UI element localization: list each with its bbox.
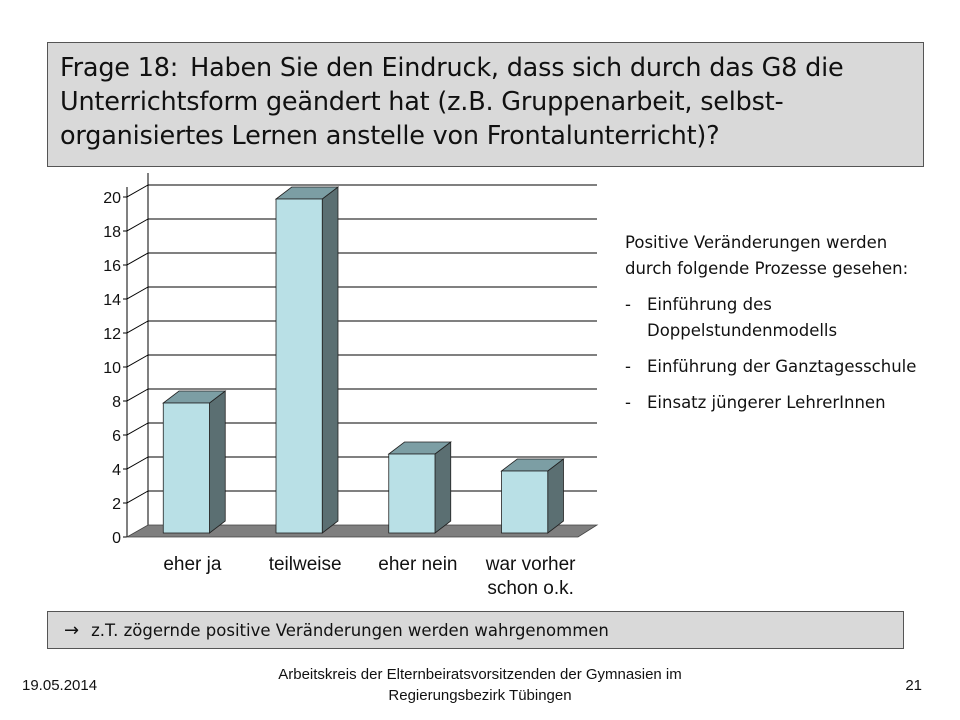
y-tick-label: 0 (112, 530, 121, 547)
grid-line (126, 422, 149, 436)
bullet-dash: - (625, 295, 631, 314)
bullet-dash: - (625, 357, 631, 376)
right-arrow-icon: → (64, 619, 80, 641)
grid-line (126, 490, 149, 504)
bar (388, 453, 436, 534)
footer-organization-line: Regierungsbezirk Tübingen (388, 687, 572, 704)
x-category-label: war vorher (485, 554, 576, 575)
footer-organization: Arbeitskreis der Elternbeiratsvorsitzend… (230, 664, 730, 706)
bar-side (321, 186, 339, 534)
bar-side (547, 458, 564, 534)
y-tick-label: 12 (103, 326, 121, 343)
chart-floor (125, 524, 599, 538)
y-tick-label: 6 (112, 428, 121, 445)
conclusion-box: → z.T. zögernde positive Veränderungen w… (47, 611, 904, 649)
y-tick-label: 10 (103, 360, 121, 377)
bar-side (434, 441, 452, 534)
side-bullet-item: - Einsatz jüngerer LehrerInnen (625, 390, 925, 416)
side-bullet-text: Einsatz jüngerer LehrerInnen (647, 393, 886, 412)
x-category-label: eher nein (378, 554, 457, 575)
side-bullet-item: - Einführung des Doppelstundenmodells (625, 292, 925, 344)
grid-line (126, 354, 149, 368)
footer-organization-line: Arbeitskreis der Elternbeiratsvorsitzend… (278, 666, 682, 683)
grid-line (126, 456, 149, 470)
question-text: Haben Sie den Eindruck, dass sich durch … (60, 53, 844, 151)
page-number: 21 (905, 677, 922, 694)
x-category-label: eher ja (163, 554, 222, 575)
bar (162, 402, 210, 534)
y-tick-label: 16 (103, 258, 121, 275)
question-title: Frage 18: Haben Sie den Eindruck, dass si… (60, 51, 911, 153)
y-tick-label: 20 (103, 190, 121, 207)
y-tick-label: 4 (112, 462, 121, 479)
grid-line (126, 252, 149, 266)
bullet-dash: - (625, 393, 631, 412)
slide-footer: 19.05.2014 Arbeitskreis der Elternbeirat… (0, 662, 960, 712)
bar (275, 198, 323, 534)
side-intro: Positive Veränderungen werden durch folg… (625, 233, 909, 278)
grid-line (126, 388, 149, 402)
grid-line (126, 218, 149, 232)
bar (501, 470, 549, 534)
grid-line (126, 320, 149, 334)
side-bullet-text: Einführung der Ganztagesschule (647, 357, 917, 376)
y-tick-label: 18 (103, 224, 121, 241)
grid-line (126, 184, 149, 198)
question-title-box: Frage 18: Haben Sie den Eindruck, dass si… (47, 42, 924, 167)
bar-side (209, 390, 226, 534)
footer-date: 19.05.2014 (22, 677, 98, 694)
side-note: Positive Veränderungen werden durch folg… (625, 230, 925, 426)
y-tick-label: 8 (112, 394, 121, 411)
side-bullet-list: - Einführung des Doppelstundenmodells - Ei… (625, 292, 925, 416)
question-number: Frage 18: (60, 53, 179, 83)
x-category-label: teilweise (269, 554, 342, 575)
y-tick-label: 14 (103, 292, 121, 309)
x-category-label: schon o.k. (487, 578, 574, 599)
side-bullet-item: - Einführung der Ganztagesschule (625, 354, 925, 380)
side-bullet-text: Einführung des Doppelstundenmodells (647, 295, 838, 340)
conclusion-text: z.T. zögernde positive Veränderungen wer… (91, 620, 609, 640)
grid-line (126, 286, 149, 300)
y-tick-label: 2 (112, 496, 121, 513)
